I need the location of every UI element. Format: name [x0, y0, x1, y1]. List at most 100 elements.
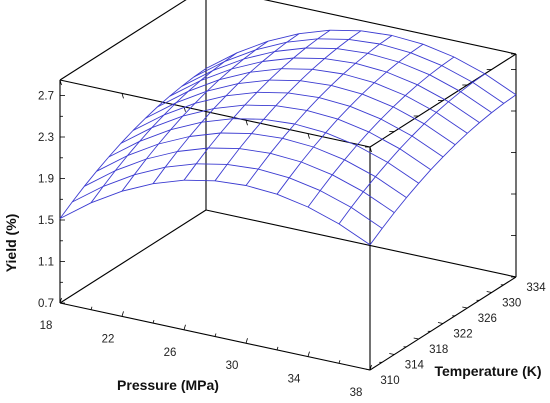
mesh-line-temperature [127, 143, 159, 157]
mesh-line-temperature [139, 129, 171, 142]
mesh-line-pressure [454, 132, 468, 146]
mesh-line-temperature [120, 127, 153, 144]
mesh-line-temperature [219, 71, 251, 81]
mesh-line-temperature [132, 114, 165, 131]
mesh-line-temperature [356, 145, 388, 163]
mesh-line-pressure [338, 207, 352, 225]
x-tick-top [307, 133, 310, 139]
mesh-line-pressure [441, 56, 455, 66]
mesh-line-temperature [448, 101, 480, 123]
mesh-line-pressure [300, 146, 314, 163]
mesh-line-temperature [399, 148, 432, 171]
mesh-line-temperature [188, 79, 220, 92]
mesh-line-temperature [348, 38, 380, 45]
mesh-line-temperature [405, 95, 437, 113]
mesh-line-pressure [214, 164, 228, 182]
mesh-line-temperature [325, 132, 357, 146]
mesh-line-pressure [213, 95, 227, 109]
mesh-line-temperature [281, 68, 313, 70]
mesh-line-pressure [312, 58, 325, 70]
mesh-line-pressure [182, 102, 196, 117]
mesh-line-pressure [139, 127, 153, 142]
mesh-line-temperature [410, 52, 442, 67]
mesh-line-temperature [423, 123, 456, 146]
mesh-line-temperature [108, 140, 140, 158]
mesh-line-pressure [219, 68, 232, 81]
mesh-line-pressure [220, 118, 234, 134]
mesh-line-temperature [225, 91, 258, 97]
mesh-line-pressure [282, 123, 296, 139]
mesh-line-temperature [375, 176, 407, 198]
mesh-line-pressure [195, 147, 209, 165]
mesh-line-temperature [231, 61, 263, 70]
mesh-line-temperature [262, 57, 294, 62]
mesh-line-temperature [245, 185, 278, 195]
mesh-line-pressure [183, 163, 197, 181]
mesh-line-pressure [367, 43, 381, 54]
mesh-line-temperature [318, 97, 351, 107]
mesh-line-temperature [429, 74, 461, 93]
x-tick [121, 311, 124, 317]
mesh-line-temperature [374, 82, 406, 96]
mesh-line-pressure [90, 186, 104, 204]
mesh-line-pressure [305, 38, 319, 49]
mesh-line-temperature [275, 105, 307, 111]
mesh-line-temperature [90, 190, 123, 204]
mesh-line-pressure [276, 177, 290, 195]
mesh-line-pressure [374, 71, 387, 84]
mesh-line-pressure [288, 161, 302, 179]
mesh-line-temperature [157, 90, 189, 108]
mesh-line-pressure [503, 94, 517, 104]
axis-ticks [59, 53, 517, 371]
y-tick [486, 291, 492, 293]
y-tick [510, 275, 517, 278]
mesh-line-pressure [188, 80, 201, 92]
y-axis-title: Temperature (K) [434, 363, 541, 379]
mesh-line-pressure [299, 68, 313, 82]
frame-edge [263, 0, 517, 55]
mesh-line-temperature [244, 104, 276, 107]
mesh-line-temperature [182, 108, 214, 117]
mesh-line-temperature [256, 91, 289, 94]
x-tick-label: 18 [40, 320, 53, 332]
mesh-line-temperature [274, 47, 306, 52]
mesh-line-temperature [307, 206, 340, 225]
mesh-line-pressure [369, 228, 383, 246]
mesh-line-temperature [387, 162, 419, 184]
mesh-line-temperature [441, 65, 474, 83]
mesh-line-pressure [460, 82, 474, 93]
mesh-line-temperature [194, 95, 227, 104]
mesh-line-temperature [324, 58, 356, 64]
mesh-line-pressure [281, 57, 294, 70]
mesh-line-temperature [196, 163, 228, 165]
mesh-line-pressure [59, 201, 73, 219]
mesh-line-pressure [386, 61, 399, 73]
x-tick-label: 38 [350, 387, 363, 399]
mesh-line-temperature [177, 147, 209, 152]
mesh-line-temperature [484, 73, 517, 96]
x-minor-tick [152, 319, 155, 324]
mesh-line-temperature [238, 79, 270, 85]
mesh-line-pressure [442, 144, 456, 158]
y-tick-label: 314 [405, 360, 425, 372]
mesh-line-pressure [429, 65, 443, 76]
mesh-line-pressure [71, 186, 85, 203]
mesh-line-temperature [391, 35, 424, 45]
mesh-line-temperature [336, 48, 368, 54]
mesh-line-temperature [286, 38, 318, 43]
mesh-line-temperature [453, 56, 486, 75]
mesh-line-pressure [164, 151, 178, 168]
x-minor-tick [90, 306, 93, 310]
y-tick-label: 330 [502, 298, 521, 310]
mesh-line-pressure [294, 110, 308, 125]
mesh-line-pressure [406, 183, 420, 198]
mesh-line-temperature [193, 60, 226, 78]
mesh-line-pressure [344, 145, 358, 161]
mesh-line-temperature [213, 104, 245, 110]
mesh-line-temperature [312, 68, 344, 75]
y-tick [413, 337, 419, 340]
mesh-line-pressure [256, 79, 270, 93]
mesh-line-temperature [313, 146, 345, 161]
mesh-line-temperature [329, 29, 362, 32]
mesh-line-temperature [183, 179, 216, 182]
